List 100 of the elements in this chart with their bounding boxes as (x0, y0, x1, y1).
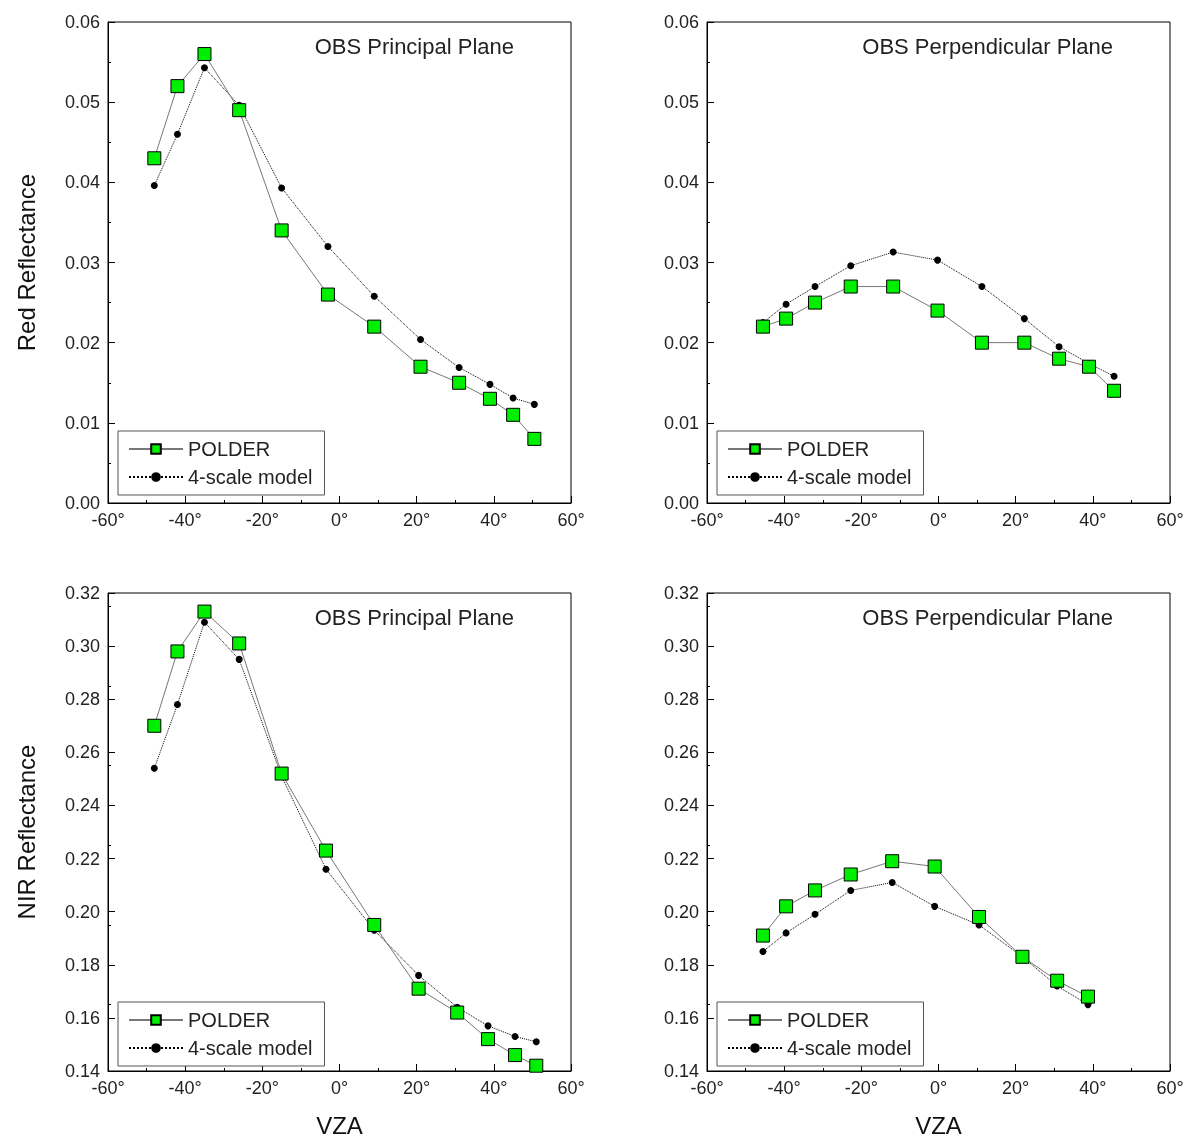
y-tick-label: 0.03 (64, 252, 100, 273)
x-tick-label: 40° (480, 1078, 508, 1098)
legend-label: POLDER (787, 1009, 870, 1031)
y-tick-label: 0.18 (663, 954, 699, 975)
y-tick-label: 0.00 (663, 493, 699, 513)
legend-label: 4-scale model (188, 1037, 313, 1059)
point (197, 47, 212, 62)
point (931, 902, 939, 910)
point (759, 948, 767, 955)
point (782, 300, 790, 308)
x-tick-label: 60° (1156, 510, 1184, 530)
y-tick-label: 0.06 (64, 12, 100, 32)
point (974, 335, 989, 350)
x-tick-label: -60° (91, 510, 125, 530)
point (450, 1005, 465, 1020)
point (147, 151, 162, 166)
point (173, 701, 181, 709)
point (530, 400, 538, 408)
point (411, 981, 426, 996)
point (482, 391, 497, 406)
point (173, 130, 181, 138)
legend-label: 4-scale model (188, 466, 313, 488)
point (511, 1032, 519, 1040)
point (927, 859, 942, 874)
point (1107, 383, 1122, 398)
legend-label: POLDER (188, 1009, 271, 1031)
point (197, 604, 212, 619)
point (232, 103, 247, 118)
point (506, 407, 521, 422)
point (1050, 973, 1065, 988)
y-tick-label: 0.26 (64, 742, 100, 763)
x-axis-title: VZA (915, 1111, 962, 1139)
y-tick-label: 0.05 (64, 92, 100, 113)
x-tick-label: -60° (690, 1078, 724, 1098)
x-tick-label: 20° (403, 510, 431, 530)
point (886, 279, 901, 294)
y-tick-label: 0.28 (663, 689, 699, 710)
point (1081, 359, 1096, 374)
point (808, 295, 823, 310)
y-tick-label: 0.02 (663, 332, 699, 353)
y-tick-label: 0.26 (663, 742, 699, 763)
point (811, 283, 819, 291)
point (170, 644, 185, 659)
x-tick-label: -40° (168, 1078, 202, 1098)
point (481, 1032, 496, 1047)
x-tick-label: 20° (1002, 1078, 1030, 1098)
point (417, 335, 425, 343)
point (779, 899, 794, 914)
x-tick-label: -40° (767, 1078, 801, 1098)
x-tick-label: 60° (557, 510, 585, 530)
y-tick-label: 0.30 (663, 636, 699, 657)
y-tick-label: 0.20 (64, 901, 100, 922)
x-tick-label: 0° (929, 510, 948, 530)
point (1055, 343, 1063, 351)
point (843, 867, 858, 882)
point (150, 182, 158, 190)
y-tick-label: 0.14 (663, 1061, 699, 1081)
y-tick-label: 0.01 (663, 412, 699, 433)
point (150, 764, 158, 772)
x-tick-label: 0° (330, 510, 349, 530)
point (811, 910, 819, 918)
point (1017, 335, 1032, 350)
text: OBS Principal Plane (314, 33, 515, 59)
point (930, 303, 945, 318)
point (415, 971, 423, 979)
point (843, 279, 858, 294)
y-tick-label: 0.18 (64, 954, 100, 975)
point (529, 1058, 544, 1073)
point (978, 283, 986, 291)
x-tick-label: 0° (929, 1078, 948, 1098)
legend-label: POLDER (787, 438, 870, 460)
point (413, 359, 428, 374)
point (370, 292, 378, 300)
x-tick-label: -20° (245, 1078, 279, 1098)
point (324, 242, 332, 250)
legend-label: 4-scale model (787, 1037, 912, 1059)
x-tick-label: -40° (168, 510, 202, 530)
point (527, 431, 542, 446)
point (455, 364, 463, 372)
y-tick-label: 0.22 (64, 848, 100, 869)
point (452, 375, 467, 390)
point (486, 380, 494, 388)
point (278, 184, 286, 192)
x-tick-label: -60° (690, 510, 724, 530)
text: OBS Principal Plane (314, 604, 515, 630)
point (200, 618, 208, 626)
x-tick-label: 60° (1156, 1078, 1184, 1098)
x-tick-label: 20° (1002, 510, 1030, 530)
point (779, 311, 794, 326)
y-tick-label: 0.28 (64, 689, 100, 710)
point (508, 1048, 523, 1063)
text: OBS Perpendicular Plane (862, 604, 1113, 630)
y-tick-label: 0.04 (64, 172, 100, 193)
point (847, 886, 855, 894)
x-tick-label: 40° (480, 510, 508, 530)
y-tick-label: 0.32 (663, 583, 699, 603)
y-tick-label: 0.06 (663, 12, 699, 32)
y-tick-label: 0.02 (64, 332, 100, 353)
y-tick-label: 0.24 (663, 795, 699, 816)
x-tick-label: 40° (1079, 510, 1107, 530)
